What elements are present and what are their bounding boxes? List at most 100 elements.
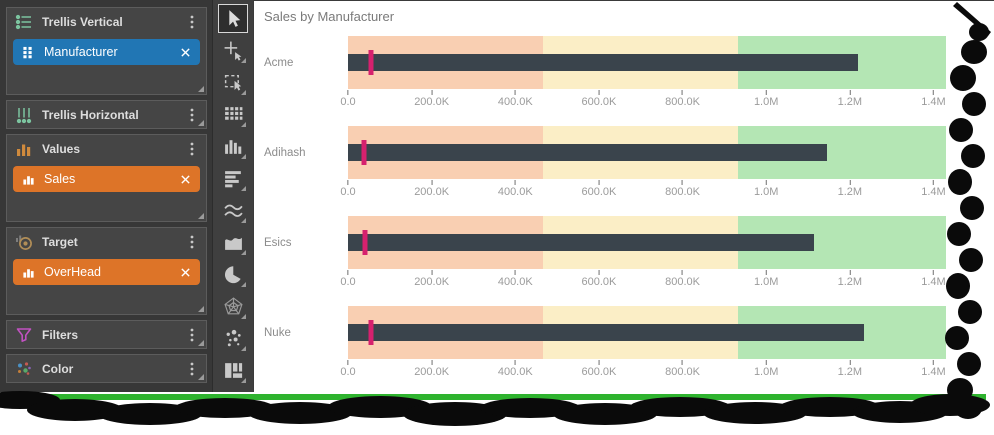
tool-data-grid[interactable] [218, 100, 248, 129]
tick-mark [598, 180, 600, 185]
axis-tick: 1.2M [838, 90, 862, 108]
panel-header: Target [7, 228, 206, 255]
tick-label: 800.0K [665, 96, 700, 108]
area-chart-icon [223, 232, 244, 253]
bullet-row-acme: Acme 0.0 200.0K 400.0K 600.0K 800.0K 1.0M 1.2M 1… [264, 36, 994, 126]
dropdown-corner-icon [241, 250, 246, 255]
axis-tick: 800.0K [665, 270, 700, 288]
tick-label: 1.4M [921, 96, 946, 108]
tick-mark [932, 90, 934, 95]
panel-drop-zone[interactable]: Manufacturer [7, 35, 206, 65]
axis-tick: 400.0K [498, 270, 533, 288]
chip-label: Sales [44, 172, 76, 186]
chip-manufacturer[interactable]: Manufacturer [13, 39, 200, 65]
tick-mark [598, 90, 600, 95]
tick-mark [932, 360, 934, 365]
tool-marquee-select[interactable] [218, 68, 248, 97]
category-label: Esics [264, 236, 292, 249]
tick-label: 800.0K [665, 366, 700, 378]
panel-drop-zone[interactable] [7, 128, 206, 132]
tool-column-chart[interactable] [218, 132, 248, 161]
panel-drop-zone[interactable] [7, 382, 206, 386]
dropdown-corner-icon [241, 90, 246, 95]
tick-mark [514, 360, 516, 365]
panel-header: Color [7, 355, 206, 382]
panel-resize-corner [198, 86, 204, 92]
panel-drop-zone[interactable]: Sales [7, 162, 206, 192]
tick-label: 1.0M [753, 96, 779, 108]
band-area [348, 216, 946, 269]
panel-header: Filters [7, 321, 206, 348]
tool-scatter-chart[interactable] [218, 324, 248, 353]
tick-label: 1.0M [753, 276, 779, 288]
tool-line-chart[interactable] [218, 196, 248, 225]
trellis-horizontal-icon [15, 106, 33, 124]
axis-tick: 400.0K [498, 360, 533, 378]
remove-chip-button[interactable] [180, 174, 191, 185]
target-marker[interactable] [368, 320, 374, 345]
panel-filters[interactable]: Filters [6, 320, 207, 349]
trellis-vertical-icon [15, 13, 33, 31]
target-marker[interactable] [362, 230, 368, 255]
tool-area-chart[interactable] [218, 228, 248, 257]
panel-resize-corner [198, 340, 204, 346]
tool-bar-chart[interactable] [218, 164, 248, 193]
target-marker[interactable] [368, 50, 374, 75]
category-label: Adihash [264, 146, 306, 159]
remove-chip-button[interactable] [180, 267, 191, 278]
sales-bar[interactable] [348, 144, 827, 161]
bars-icon [22, 266, 35, 279]
panel-menu-button[interactable] [188, 361, 196, 376]
sales-bar[interactable] [348, 54, 859, 71]
tool-treemap[interactable] [218, 356, 248, 385]
panel-drop-zone[interactable]: OverHead [7, 255, 206, 285]
panel-drop-zone[interactable] [7, 348, 206, 352]
panel-trellis-vertical[interactable]: Trellis Vertical Manufacturer [6, 7, 207, 95]
tick-mark [849, 360, 851, 365]
tick-label: 1.4M [921, 276, 946, 288]
tool-radar-chart[interactable] [218, 292, 248, 321]
panel-trellis-horizontal[interactable]: Trellis Horizontal [6, 100, 207, 129]
tick-mark [765, 90, 767, 95]
tool-pie-chart[interactable] [218, 260, 248, 289]
sales-bar[interactable] [348, 324, 865, 341]
dropdown-corner-icon [241, 154, 246, 159]
panel-resize-corner [198, 374, 204, 380]
target-marker[interactable] [361, 140, 367, 165]
tick-mark [932, 180, 934, 185]
chip-label: Manufacturer [44, 45, 118, 59]
tick-label: 0.0 [340, 96, 356, 108]
sales-bar[interactable] [348, 234, 815, 251]
axis-tick: 200.0K [414, 360, 449, 378]
column-chart-icon [223, 136, 244, 157]
bottom-accent-line [12, 394, 986, 400]
panel-target[interactable]: Target OverHead [6, 227, 207, 315]
panel-menu-button[interactable] [188, 327, 196, 342]
panel-menu-button[interactable] [188, 141, 196, 156]
panel-color[interactable]: Color [6, 354, 207, 383]
axis-tick: 1.0M [754, 180, 778, 198]
tool-select[interactable] [218, 4, 248, 33]
axis-tick: 200.0K [414, 180, 449, 198]
panel-values[interactable]: Values Sales [6, 134, 207, 222]
remove-chip-button[interactable] [180, 47, 191, 58]
panel-resize-corner [198, 120, 204, 126]
tick-mark [514, 90, 516, 95]
chip-sales[interactable]: Sales [13, 166, 200, 192]
dropdown-corner-icon [241, 58, 246, 63]
chip-overhead[interactable]: OverHead [13, 259, 200, 285]
tick-mark [347, 90, 349, 95]
band-area [348, 126, 946, 179]
dropdown-corner-icon [241, 282, 246, 287]
axis-tick: 800.0K [665, 360, 700, 378]
category-label: Acme [264, 56, 294, 69]
panel-menu-button[interactable] [188, 234, 196, 249]
tool-point-select[interactable] [218, 36, 248, 65]
panel-menu-button[interactable] [188, 14, 196, 29]
tick-mark [431, 270, 433, 275]
panel-menu-button[interactable] [188, 107, 196, 122]
tick-mark [849, 90, 851, 95]
axis-tick: 400.0K [498, 180, 533, 198]
x-axis: 0.0 200.0K 400.0K 600.0K 800.0K 1.0M 1.2M 1.4M [340, 179, 946, 200]
tick-label: 400.0K [497, 186, 533, 198]
